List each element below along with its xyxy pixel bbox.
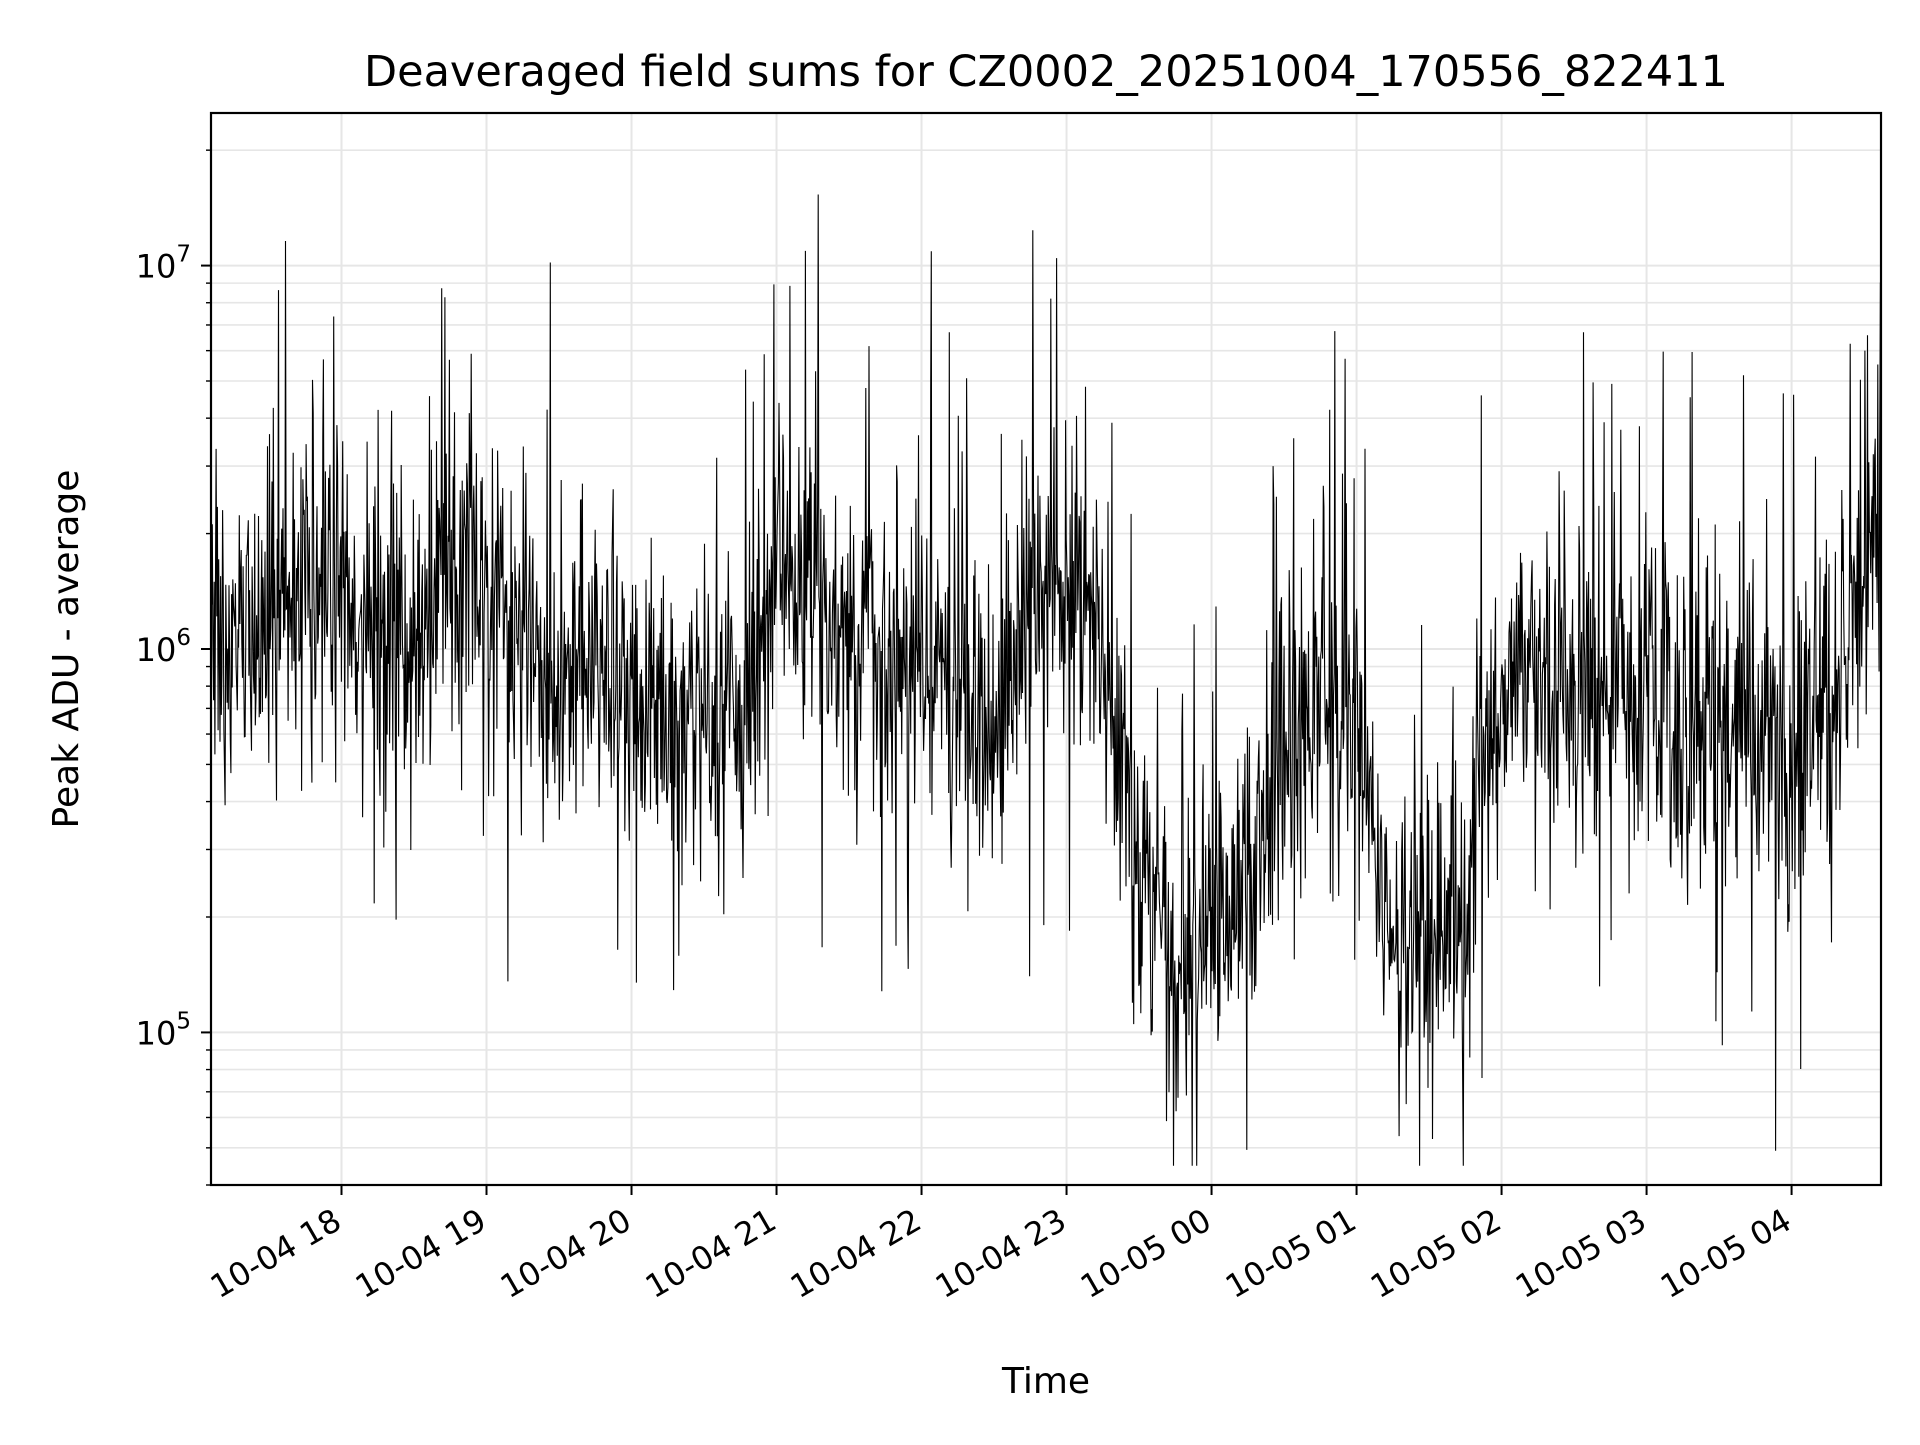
- chart-title: Deaveraged field sums for CZ0002_2025100…: [364, 47, 1728, 97]
- y-tick-label: 105: [136, 1008, 191, 1052]
- grid-lines: [211, 113, 1881, 1186]
- y-axis-label: Peak ADU - average: [46, 470, 87, 829]
- series-line: [210, 194, 1882, 1166]
- x-axis-label: Time: [1001, 1361, 1090, 1402]
- y-tick-label: 107: [136, 242, 191, 286]
- y-tick-label: 106: [136, 625, 191, 669]
- series-lines: [210, 194, 1882, 1166]
